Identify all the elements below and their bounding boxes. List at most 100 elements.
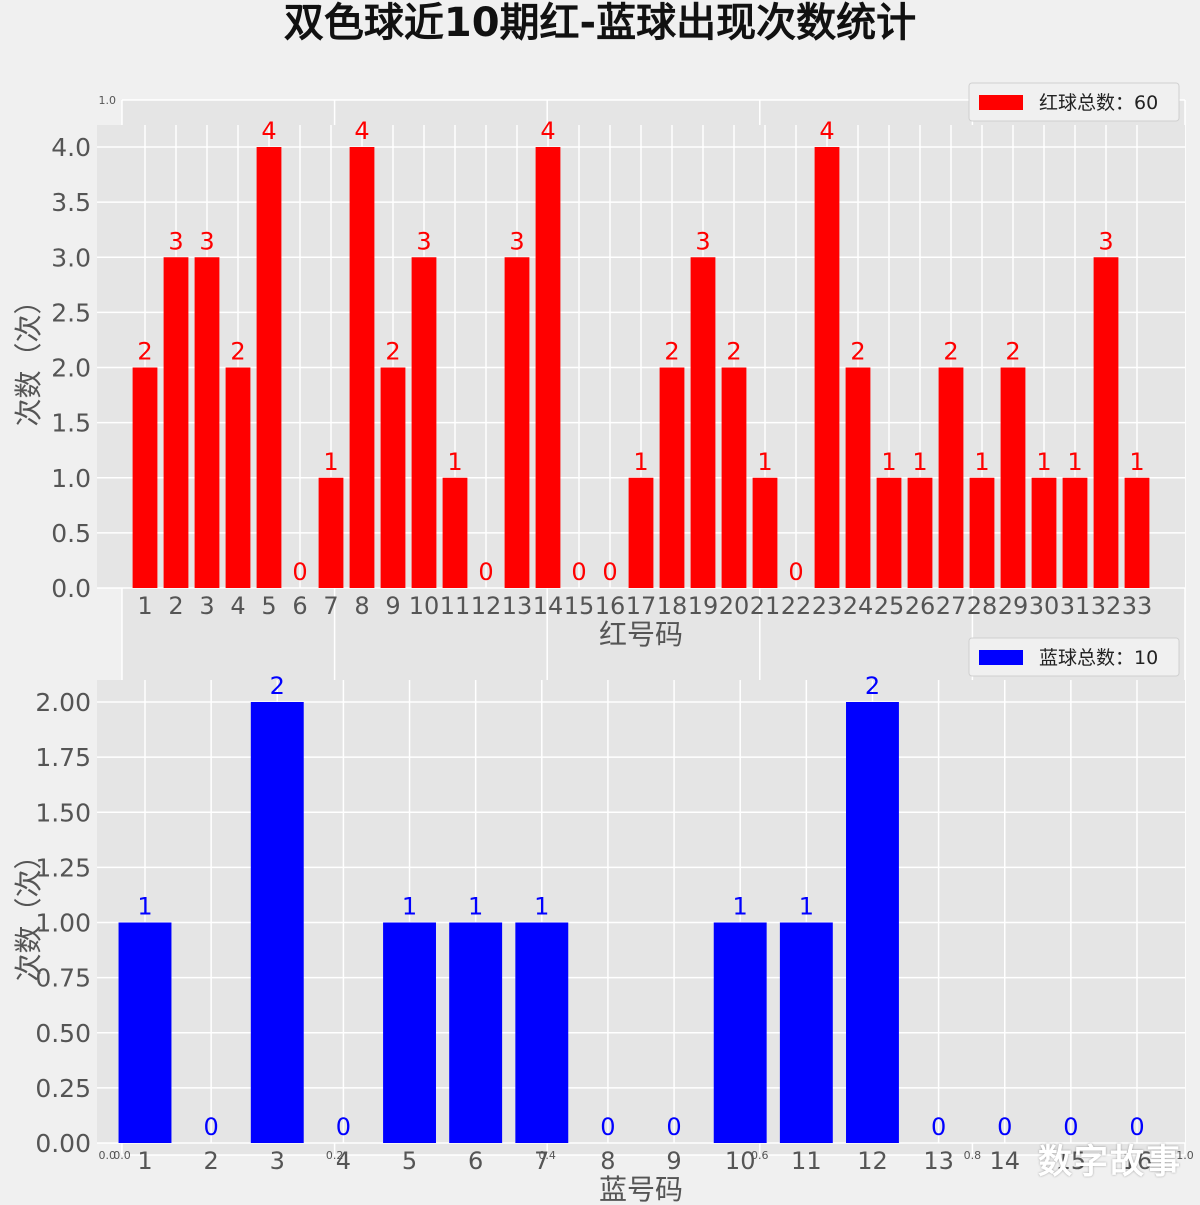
red-bar: [752, 477, 778, 588]
blue-ytick-label: 1.00: [35, 909, 91, 938]
red-xtick-label: 29: [998, 592, 1029, 620]
ghost-xtick-label: 1.0: [1176, 1149, 1194, 1162]
blue-ytick-label: 0.25: [35, 1074, 91, 1103]
red-value-label: 1: [447, 448, 462, 476]
red-value-label: 1: [1129, 448, 1144, 476]
blue-xtick-label: 7: [534, 1147, 549, 1175]
red-xtick-label: 20: [719, 592, 750, 620]
red-value-label: 2: [385, 338, 400, 366]
red-value-label: 1: [633, 448, 648, 476]
red-value-label: 1: [912, 448, 927, 476]
blue-value-label: 0: [203, 1113, 218, 1141]
ghost-xtick-label: 0.0: [113, 1149, 131, 1162]
red-value-label: 3: [416, 227, 431, 255]
blue-xtick-label: 6: [468, 1147, 483, 1175]
red-bar: [969, 477, 995, 588]
ghost-ytick-label: 0.0: [99, 1149, 117, 1162]
red-value-label: 1: [757, 448, 772, 476]
red-xtick-label: 3: [199, 592, 214, 620]
red-yaxis-label: 次数（次）: [12, 286, 45, 426]
blue-value-label: 0: [600, 1113, 615, 1141]
blue-xtick-label: 4: [336, 1147, 351, 1175]
red-bar: [814, 147, 840, 588]
red-bar: [1124, 477, 1150, 588]
blue-xtick-label: 8: [600, 1147, 615, 1175]
blue-ytick-label: 1.50: [35, 798, 91, 827]
red-value-label: 0: [602, 558, 617, 586]
blue-bar: [779, 922, 833, 1143]
blue-bar: [383, 922, 436, 1143]
red-bar: [1062, 477, 1088, 588]
blue-xaxis-label: 蓝号码: [599, 1173, 683, 1205]
red-xtick-label: 24: [843, 592, 874, 620]
red-value-label: 1: [323, 448, 338, 476]
blue-value-label: 1: [733, 893, 748, 921]
red-xtick-label: 33: [1122, 592, 1153, 620]
red-xtick-label: 2: [168, 592, 183, 620]
red-ytick-label: 2.5: [51, 298, 91, 327]
red-bar: [628, 477, 654, 588]
red-bar: [876, 477, 902, 588]
blue-xtick-label: 5: [402, 1147, 417, 1175]
red-xtick-label: 1: [137, 592, 152, 620]
red-bar: [1000, 367, 1026, 588]
blue-xtick-label: 2: [203, 1147, 218, 1175]
red-value-label: 0: [788, 558, 803, 586]
red-value-label: 1: [1067, 448, 1082, 476]
red-bar: [907, 477, 933, 588]
blue-ytick-label: 0.75: [35, 964, 91, 993]
blue-ytick-label: 1.25: [35, 853, 91, 882]
red-xtick-label: 18: [657, 592, 688, 620]
red-legend-box: [968, 82, 1180, 122]
red-value-label: 4: [354, 117, 369, 145]
red-value-label: 4: [261, 117, 276, 145]
red-ytick-label: 4.0: [51, 133, 91, 162]
red-bar: [721, 367, 747, 588]
red-xtick-label: 6: [292, 592, 307, 620]
red-xtick-label: 12: [471, 592, 502, 620]
blue-value-label: 1: [799, 893, 814, 921]
ghost-xtick-label: 0.2: [326, 1149, 344, 1162]
red-bar: [132, 367, 158, 588]
red-bar: [442, 477, 468, 588]
ghost-xtick-label: 0.8: [964, 1149, 982, 1162]
ghost-ytick-label: 1.0: [99, 94, 117, 107]
blue-bar: [250, 702, 304, 1143]
blue-xtick-label: 11: [791, 1147, 822, 1175]
watermark-logo: 数字故事: [1038, 1142, 1182, 1182]
red-xtick-label: 23: [812, 592, 843, 620]
red-xtick-label: 15: [564, 592, 595, 620]
red-xaxis-label: 红号码: [599, 618, 683, 651]
ghost-xtick-label: 0.6: [751, 1149, 769, 1162]
blue-value-label: 0: [336, 1113, 351, 1141]
red-value-label: 2: [943, 338, 958, 366]
red-value-label: 2: [726, 338, 741, 366]
blue-xtick-label: 3: [270, 1147, 285, 1175]
blue-bar: [118, 922, 172, 1143]
blue-xtick-label: 15: [1056, 1147, 1087, 1175]
blue-value-label: 0: [997, 1113, 1012, 1141]
red-xtick-label: 7: [323, 592, 338, 620]
blue-ytick-label: 0.50: [35, 1019, 91, 1048]
blue-value-label: 1: [402, 893, 417, 921]
red-value-label: 1: [1036, 448, 1051, 476]
red-bar: [690, 257, 716, 588]
red-ytick-label: 3.5: [51, 188, 91, 217]
blue-value-label: 0: [1063, 1113, 1078, 1141]
blue-bar: [713, 922, 767, 1143]
blue-value-label: 1: [534, 893, 549, 921]
red-legend-swatch: [979, 95, 1023, 110]
red-value-label: 1: [881, 448, 896, 476]
red-xtick-label: 13: [502, 592, 533, 620]
red-value-label: 2: [850, 338, 865, 366]
red-bar: [163, 257, 189, 588]
red-value-label: 2: [664, 338, 679, 366]
blue-xtick-label: 14: [989, 1147, 1020, 1175]
red-bar: [535, 147, 561, 588]
blue-xtick-label: 1: [137, 1147, 152, 1175]
red-xtick-label: 5: [261, 592, 276, 620]
red-xtick-label: 21: [750, 592, 781, 620]
red-xtick-label: 11: [440, 592, 471, 620]
blue-xtick-label: 16: [1122, 1147, 1153, 1175]
blue-ytick-label: 2.00: [35, 688, 91, 717]
